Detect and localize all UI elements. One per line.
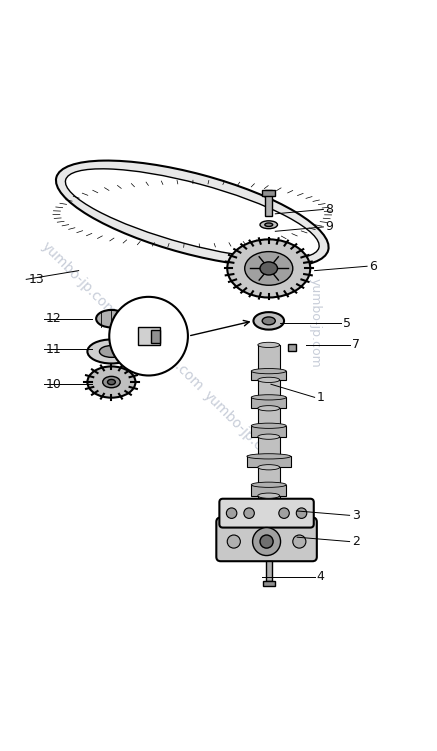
Circle shape (296, 508, 307, 518)
Text: yumbo-jp.com: yumbo-jp.com (126, 313, 206, 394)
Text: 9: 9 (326, 221, 333, 234)
Ellipse shape (66, 169, 319, 259)
Text: 2: 2 (352, 535, 360, 548)
Text: 13: 13 (28, 273, 44, 286)
Ellipse shape (265, 223, 273, 227)
Text: yumbo-jp.com: yumbo-jp.com (38, 239, 119, 320)
Text: 4: 4 (317, 570, 325, 583)
Ellipse shape (258, 406, 280, 411)
Circle shape (244, 508, 254, 518)
Circle shape (293, 535, 306, 548)
Text: 12: 12 (46, 312, 62, 325)
Text: yumbo-jp.com: yumbo-jp.com (200, 388, 281, 468)
Ellipse shape (100, 345, 124, 357)
Text: 11: 11 (46, 342, 62, 356)
Ellipse shape (258, 465, 280, 470)
Ellipse shape (245, 252, 293, 285)
Bar (151, 330, 160, 342)
Text: 7: 7 (352, 339, 360, 351)
Bar (258, 409, 280, 426)
Bar (258, 436, 280, 457)
Ellipse shape (251, 369, 286, 374)
Bar (258, 467, 280, 484)
Circle shape (109, 297, 188, 376)
Ellipse shape (251, 482, 286, 487)
Bar (251, 426, 286, 436)
Text: 10: 10 (46, 378, 62, 391)
Circle shape (226, 508, 237, 518)
Text: 3: 3 (352, 509, 360, 522)
Text: yumbo-jp.com: yumbo-jp.com (200, 195, 281, 276)
Bar (251, 371, 286, 380)
Ellipse shape (56, 161, 329, 267)
Bar (265, 190, 272, 216)
Ellipse shape (251, 395, 286, 400)
Bar (263, 581, 275, 586)
Ellipse shape (227, 240, 310, 297)
Bar (247, 457, 291, 467)
Bar (266, 561, 272, 581)
FancyBboxPatch shape (219, 499, 314, 527)
Ellipse shape (87, 366, 135, 398)
Bar (288, 344, 296, 351)
Bar (258, 345, 280, 371)
Ellipse shape (103, 376, 120, 388)
Bar (262, 190, 275, 196)
Text: 1: 1 (317, 391, 325, 404)
Text: yumbo-jp.com: yumbo-jp.com (308, 278, 321, 368)
Bar (258, 380, 280, 397)
Ellipse shape (253, 312, 284, 330)
Bar (258, 496, 280, 507)
Ellipse shape (96, 310, 127, 327)
Ellipse shape (258, 434, 280, 439)
Circle shape (279, 508, 289, 518)
Ellipse shape (251, 423, 286, 428)
Circle shape (253, 527, 281, 556)
Bar (251, 484, 286, 496)
Bar (138, 327, 160, 345)
Ellipse shape (260, 262, 277, 275)
FancyBboxPatch shape (216, 517, 317, 561)
Ellipse shape (108, 379, 115, 385)
Ellipse shape (262, 317, 275, 325)
Ellipse shape (247, 454, 291, 459)
Ellipse shape (87, 339, 135, 363)
Circle shape (260, 535, 273, 548)
Text: 6: 6 (369, 260, 377, 273)
Ellipse shape (258, 377, 280, 382)
Ellipse shape (260, 221, 277, 228)
Text: 8: 8 (326, 203, 333, 216)
Bar (251, 397, 286, 409)
Ellipse shape (258, 493, 280, 499)
Circle shape (227, 535, 240, 548)
Text: 5: 5 (343, 317, 351, 330)
Ellipse shape (258, 342, 280, 348)
